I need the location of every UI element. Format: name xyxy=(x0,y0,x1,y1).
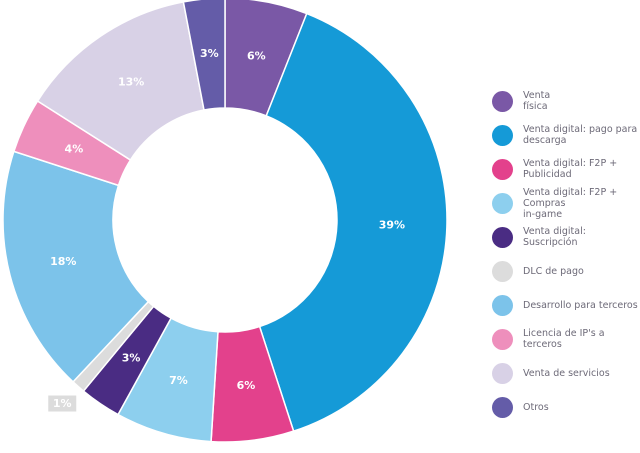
slice-label: 18% xyxy=(50,255,76,268)
donut-slice xyxy=(258,12,448,433)
legend-item: Desarrollo para terceros xyxy=(492,288,640,322)
legend-item: Otros xyxy=(492,390,640,424)
legend-swatch xyxy=(492,90,513,112)
slice-label: 4% xyxy=(65,142,84,155)
legend-label: Venta digital: F2P + Compras in-game xyxy=(523,186,618,220)
legend-label: Otros xyxy=(523,401,549,413)
legend-swatch xyxy=(492,328,513,350)
donut-slice xyxy=(182,0,226,111)
legend-item: Venta digital: F2P + Publicidad xyxy=(492,152,640,186)
donut-slice xyxy=(2,150,150,383)
legend-swatch xyxy=(492,362,513,384)
legend-swatch xyxy=(492,396,513,418)
legend-item: Venta digital: pago para descarga xyxy=(492,118,640,152)
legend-item: Venta física xyxy=(492,84,640,118)
slice-label: 3% xyxy=(122,352,141,365)
slice-label: 7% xyxy=(169,374,188,387)
slice-label: 6% xyxy=(237,379,256,392)
slice-label: 1% xyxy=(53,397,72,410)
legend-swatch xyxy=(492,158,513,180)
legend-item: Venta digital: F2P + Compras in-game xyxy=(492,186,640,220)
legend-label: Venta de servicios xyxy=(523,367,610,379)
legend-swatch xyxy=(492,260,513,282)
slice-label-tag xyxy=(48,395,77,412)
legend-item: Venta de servicios xyxy=(492,356,640,390)
legend-swatch xyxy=(492,294,513,316)
legend-item: Venta digital: Suscripción xyxy=(492,220,640,254)
legend-item: DLC de pago xyxy=(492,254,640,288)
legend-item: Licencia de IP's a terceros xyxy=(492,322,640,356)
chart-legend: Venta física Venta digital: pago para des… xyxy=(492,84,640,424)
legend-swatch xyxy=(492,226,513,248)
legend-label: Venta digital: F2P + Publicidad xyxy=(523,158,618,180)
legend-label: Venta física xyxy=(523,90,551,112)
legend-label: Desarrollo para terceros xyxy=(523,299,638,311)
slice-label: 3% xyxy=(200,47,219,60)
slice-label: 13% xyxy=(118,75,144,88)
slice-label: 39% xyxy=(379,219,405,232)
legend-label: Licencia de IP's a terceros xyxy=(523,328,605,350)
slice-label: 6% xyxy=(247,49,266,62)
legend-label: DLC de pago xyxy=(523,265,584,277)
legend-label: Venta digital: pago para descarga xyxy=(523,124,638,146)
legend-swatch xyxy=(492,192,513,214)
legend-label: Venta digital: Suscripción xyxy=(523,226,586,248)
legend-swatch xyxy=(492,124,513,146)
